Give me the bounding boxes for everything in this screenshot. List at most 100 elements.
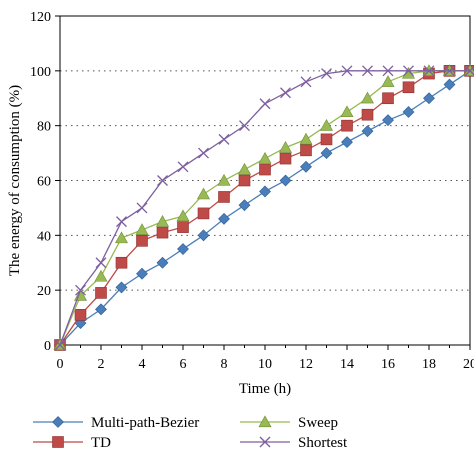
tick-label-y-100: 100 xyxy=(30,65,51,80)
point-multi-path-bezier-2 xyxy=(95,303,107,316)
point-td-15 xyxy=(361,108,374,121)
point-td-13 xyxy=(320,133,333,146)
series-td xyxy=(54,65,474,351)
point-multi-path-bezier-12 xyxy=(300,160,312,173)
point-sweep-8 xyxy=(217,173,231,186)
point-multi-path-bezier-18 xyxy=(423,92,435,105)
tick-label-y-120: 120 xyxy=(30,10,51,25)
point-shortest-5-stroke-b xyxy=(157,175,168,186)
point-shortest-20 xyxy=(464,65,474,77)
point-sweep-14 xyxy=(340,105,354,118)
point-shortest-16 xyxy=(382,65,394,77)
point-td-1 xyxy=(74,309,87,321)
point-td-16 xyxy=(382,92,394,105)
point-shortest-6 xyxy=(177,161,189,173)
point-sweep-10 xyxy=(258,151,272,164)
tick-label-x-16: 16 xyxy=(381,357,395,372)
point-shortest-14 xyxy=(341,65,353,77)
tick-label-x-0: 0 xyxy=(57,357,64,372)
point-shortest-3 xyxy=(116,216,127,228)
point-shortest-18-stroke-b xyxy=(423,65,435,77)
point-shortest-2 xyxy=(95,257,107,269)
tick-label-x-12: 12 xyxy=(299,357,313,372)
point-td-3 xyxy=(115,256,128,269)
point-multi-path-bezier-5 xyxy=(156,256,169,269)
legend-label-sweep: Sweep xyxy=(298,415,338,431)
tick-label-y-60: 60 xyxy=(37,175,51,190)
point-shortest-16-stroke-b xyxy=(382,65,394,77)
point-shortest-10-stroke-b xyxy=(259,98,271,110)
legend-marker-shortest xyxy=(259,436,271,448)
point-td-12 xyxy=(300,144,312,157)
point-multi-path-bezier-14 xyxy=(341,136,353,149)
legend-marker-multi-path-bezier xyxy=(52,416,64,428)
point-sweep-3 xyxy=(114,231,129,244)
point-multi-path-bezier-6 xyxy=(177,243,189,255)
point-shortest-12 xyxy=(300,76,312,88)
point-shortest-17-stroke-b xyxy=(403,65,414,77)
tick-label-x-10: 10 xyxy=(258,357,272,372)
point-shortest-3-stroke-b xyxy=(116,216,127,228)
point-sweep-11 xyxy=(278,140,293,153)
point-shortest-14-stroke-b xyxy=(341,65,353,77)
legend-item-multi-path-bezier: Multi-path-Bezier xyxy=(33,415,199,431)
axis-ticks: 0 20 40 60 80 100 120 0 2 4 6 8 10 12 14 16 18 20 xyxy=(30,10,474,372)
point-sweep-4 xyxy=(135,223,149,235)
tick-label-x-8: 8 xyxy=(221,357,228,372)
point-td-6 xyxy=(177,221,189,233)
y-axis-title: The energy of consumption (%) xyxy=(7,85,23,276)
point-shortest-2-stroke-b xyxy=(95,257,107,269)
point-shortest-15 xyxy=(362,65,373,77)
point-shortest-19 xyxy=(444,65,455,77)
legend-marker-shortest-stroke-b xyxy=(259,436,271,448)
point-td-4 xyxy=(136,235,148,247)
tick-label-y-80: 80 xyxy=(37,120,51,135)
tick-label-x-14: 14 xyxy=(340,357,354,372)
point-shortest-6-stroke-b xyxy=(177,161,189,173)
point-td-5 xyxy=(156,226,169,239)
x-axis-title: Time (h) xyxy=(239,381,291,397)
point-multi-path-bezier-17 xyxy=(402,106,415,118)
point-shortest-7 xyxy=(198,147,209,159)
tick-label-x-20: 20 xyxy=(463,357,474,372)
point-shortest-17 xyxy=(403,65,414,77)
point-multi-path-bezier-19 xyxy=(443,78,456,91)
point-multi-path-bezier-7 xyxy=(197,229,210,242)
point-shortest-9 xyxy=(239,120,250,132)
point-td-8 xyxy=(218,191,230,203)
tick-label-y-40: 40 xyxy=(37,229,51,244)
tick-label-y-0: 0 xyxy=(44,339,51,354)
legend: Multi-path-Bezier TD Sweep Shortest xyxy=(33,415,348,449)
point-td-14 xyxy=(341,119,353,132)
point-shortest-0 xyxy=(54,339,66,351)
series-layer xyxy=(53,64,474,351)
tick-label-x-6: 6 xyxy=(180,357,187,372)
point-shortest-18 xyxy=(423,65,435,77)
point-multi-path-bezier-16 xyxy=(382,114,394,127)
point-td-17 xyxy=(402,81,415,94)
point-shortest-12-stroke-b xyxy=(300,76,312,88)
point-td-2 xyxy=(95,287,107,299)
point-multi-path-bezier-4 xyxy=(136,267,148,280)
point-shortest-20-stroke-b xyxy=(464,65,474,77)
tick-label-y-20: 20 xyxy=(37,284,51,299)
tick-label-x-4: 4 xyxy=(139,357,146,372)
point-multi-path-bezier-13 xyxy=(320,147,333,160)
legend-item-sweep: Sweep xyxy=(240,415,338,431)
point-multi-path-bezier-3 xyxy=(115,281,128,294)
point-td-7 xyxy=(197,207,210,220)
point-shortest-10 xyxy=(259,98,271,110)
point-shortest-1 xyxy=(75,284,86,296)
point-shortest-0-stroke-b xyxy=(54,339,66,351)
point-shortest-15-stroke-b xyxy=(362,65,373,77)
legend-label-shortest: Shortest xyxy=(298,435,348,449)
point-multi-path-bezier-8 xyxy=(218,212,230,225)
tick-label-x-18: 18 xyxy=(422,357,436,372)
point-shortest-1-stroke-b xyxy=(75,284,86,296)
legend-label-multi-path-bezier: Multi-path-Bezier xyxy=(91,415,199,431)
point-shortest-8 xyxy=(218,133,230,145)
point-shortest-11-stroke-b xyxy=(280,87,291,99)
point-shortest-4-stroke-b xyxy=(136,202,148,214)
point-sweep-12 xyxy=(299,132,313,145)
